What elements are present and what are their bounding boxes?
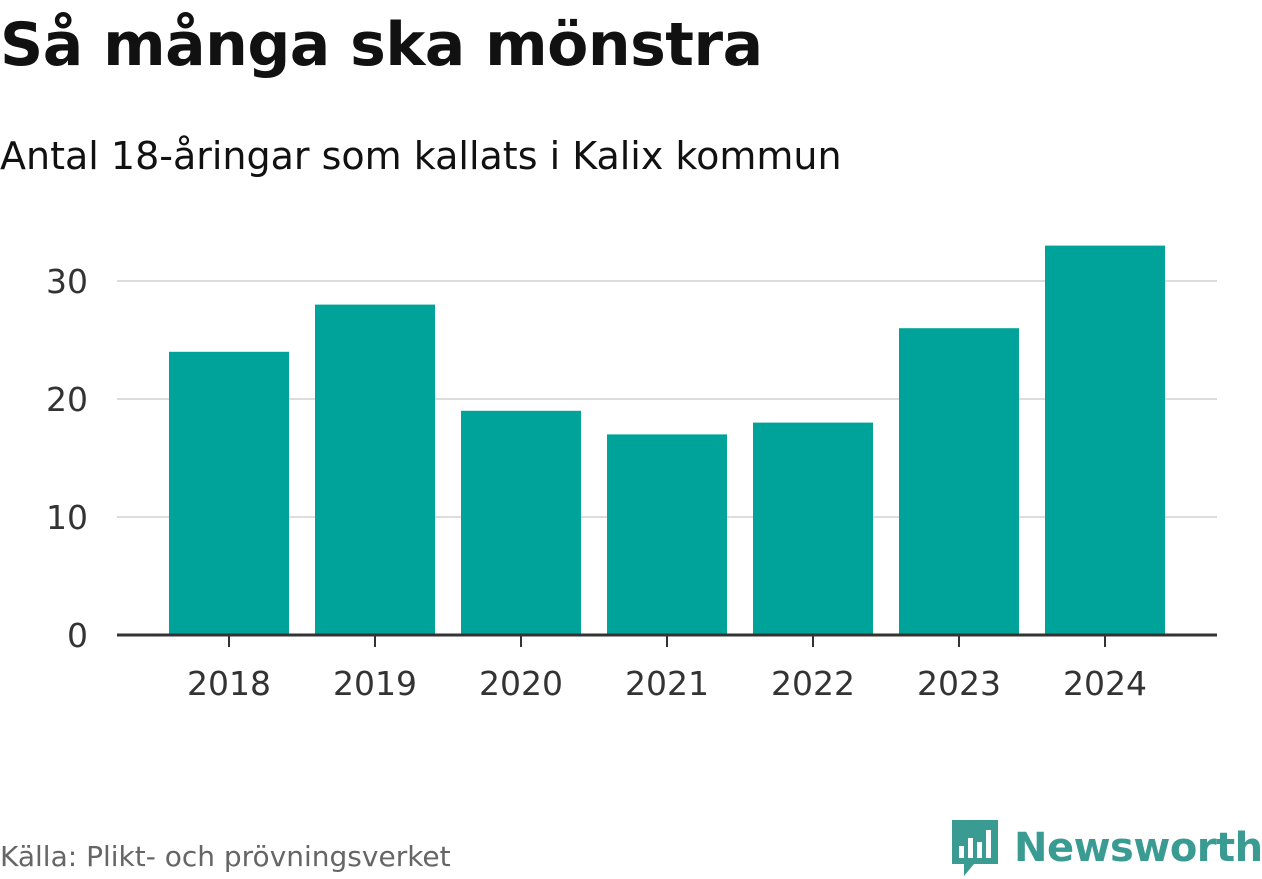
y-tick-label: 20 xyxy=(46,380,88,419)
bars xyxy=(169,245,1165,635)
y-axis-ticks: 0 10 20 30 xyxy=(46,262,88,655)
bar-2018 xyxy=(169,351,289,635)
y-tick-label: 30 xyxy=(46,262,88,301)
chart-subtitle: Antal 18-åringar som kallats i Kalix kom… xyxy=(0,134,842,178)
bar-2024 xyxy=(1045,245,1165,635)
y-tick-label: 10 xyxy=(46,498,88,537)
x-tick-label: 2019 xyxy=(333,664,417,703)
x-tick-label: 2020 xyxy=(479,664,563,703)
bar-2022 xyxy=(753,422,873,635)
bar-2020 xyxy=(461,410,581,635)
x-tick-label: 2018 xyxy=(187,664,271,703)
x-tick-label: 2022 xyxy=(771,664,855,703)
x-tick-label: 2023 xyxy=(917,664,1001,703)
x-axis-ticks: 2018 2019 2020 2021 2022 2023 2024 xyxy=(187,635,1147,703)
newsworthy-chart-bubble-icon xyxy=(952,820,998,876)
brand-logo: Newsworthy xyxy=(950,818,1262,878)
y-tick-label: 0 xyxy=(67,616,88,655)
x-tick-label: 2024 xyxy=(1063,664,1147,703)
bar-2023 xyxy=(899,328,1019,635)
bar-2021 xyxy=(607,434,727,635)
bar-2019 xyxy=(315,304,435,635)
source-note: Källa: Plikt- och prövningsverket xyxy=(0,840,451,873)
brand-name: Newsworthy xyxy=(1014,825,1262,871)
bar-chart: 0 10 20 30 2018 2019 2020 2021 2022 2023 2024 xyxy=(46,245,1217,703)
chart-title: Så många ska mönstra xyxy=(0,10,763,80)
x-tick-label: 2021 xyxy=(625,664,709,703)
